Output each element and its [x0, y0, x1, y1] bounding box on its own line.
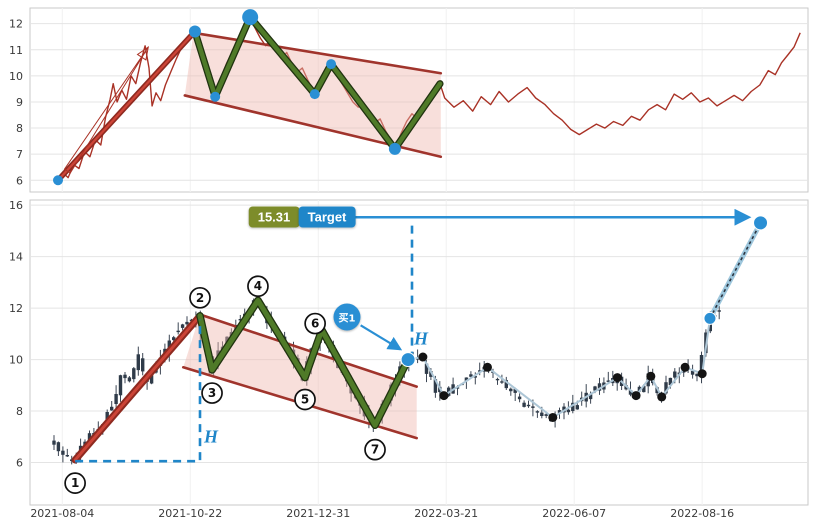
channel-upper-line: [198, 313, 418, 388]
y-tick-label: 14: [9, 251, 23, 264]
swing-point-dot: [326, 59, 337, 70]
y-tick-label: 7: [16, 148, 23, 161]
key-point-dot: [703, 311, 717, 325]
y-tick-label: 16: [9, 199, 23, 212]
x-tick-label: 2021-08-04: [30, 507, 94, 520]
channel-upper-line: [192, 31, 443, 75]
bottom-swing-dots: [400, 215, 769, 422]
x-tick-label: 2022-08-16: [670, 507, 734, 520]
wave-number: 1: [71, 476, 79, 490]
swing-dot: [612, 373, 622, 383]
wave-number: 7: [371, 443, 379, 457]
swing-point-dot: [309, 89, 320, 100]
swing-dot: [697, 369, 707, 379]
wave-number: 3: [208, 386, 216, 400]
swing-dot: [482, 362, 492, 372]
swing-dot: [439, 391, 449, 401]
wave-number: 6: [311, 317, 319, 331]
wave-number-circle: [201, 382, 223, 404]
y-tick-label: 11: [9, 44, 23, 57]
swing-dot: [548, 412, 558, 422]
y-tick-label: 12: [9, 302, 23, 315]
pole-outline-arrow: [63, 46, 149, 174]
wave-number: 5: [301, 392, 309, 406]
swing-dot: [646, 371, 656, 381]
top-price-line-layer: [57, 16, 801, 181]
swing-point-dot: [242, 9, 259, 26]
y-tick-label: 8: [16, 122, 23, 135]
swing-dot: [657, 392, 667, 402]
swing-point-dot: [188, 25, 201, 38]
x-tick-label: 2022-06-07: [542, 507, 606, 520]
y-tick-label: 6: [16, 457, 23, 470]
wave-number-circle: [189, 286, 211, 309]
bottom-flagpole: [71, 312, 204, 464]
swing-dot: [418, 352, 428, 362]
y-tick-label: 10: [9, 70, 23, 83]
swing-dot: [631, 391, 641, 401]
wave-number-circle: [64, 472, 86, 494]
bottom-flag-zigzag: [196, 296, 412, 430]
target-projection-height-label: H: [413, 328, 429, 349]
swing-point-dot: [53, 175, 64, 186]
top-flagpole: [55, 28, 198, 184]
target-label-badge: Target: [298, 206, 356, 228]
y-tick-label: 12: [9, 18, 23, 31]
x-tick-label: 2021-12-31: [286, 507, 350, 520]
buy-arrow: [360, 324, 403, 351]
y-tick-label: 9: [16, 96, 23, 109]
target-value-badge: 15.31: [248, 206, 300, 228]
price-line: [57, 16, 801, 181]
y-tick-label: 10: [9, 354, 23, 367]
key-point-dot: [753, 215, 769, 231]
x-tick-label: 2021-10-22: [158, 507, 222, 520]
wave-number-labels: 1 2 3 4 5 6 7: [64, 275, 386, 494]
x-axis-labels: 2021-08-04 2021-10-22 2021-12-31 2022-03-21…: [30, 507, 734, 520]
top-swing-dots: [53, 9, 401, 186]
y-tick-label: 8: [16, 405, 23, 418]
wave-number-circle: [247, 275, 269, 298]
y-tick-label: 6: [16, 174, 23, 187]
wave-number: 2: [196, 291, 204, 305]
wave-number-circle: [294, 388, 316, 411]
flag-height-label: H: [203, 426, 219, 447]
annotation-arrows: [355, 208, 752, 351]
plot-border: [29, 199, 809, 506]
swing-dot: [680, 362, 690, 372]
zigzag-line: [197, 297, 411, 428]
swing-point-dot: [210, 91, 221, 102]
wave-number-circle: [364, 438, 386, 461]
swing-point-dot: [388, 142, 401, 155]
key-point-dot: [400, 352, 416, 368]
wave-number-circle: [304, 312, 326, 335]
buy-signal-badge: 买1: [333, 303, 361, 331]
measurement-lines: [75, 222, 414, 463]
x-tick-label: 2022-03-21: [414, 507, 478, 520]
wave-number: 4: [254, 279, 262, 293]
